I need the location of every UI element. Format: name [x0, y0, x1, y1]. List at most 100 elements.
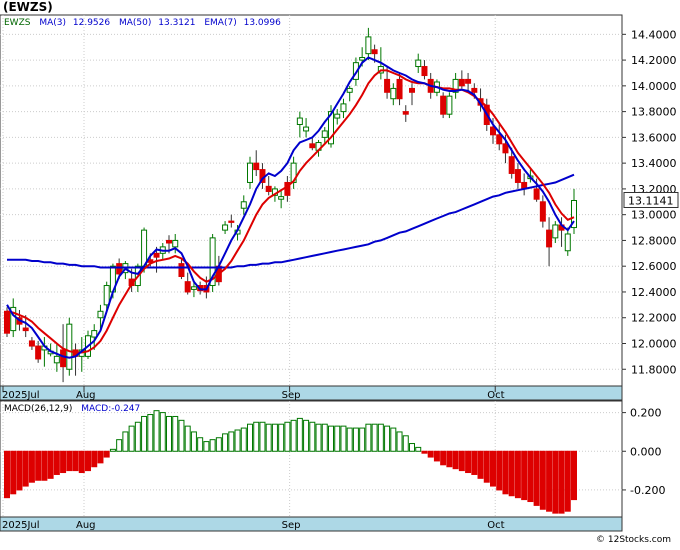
macd-bar [116, 439, 123, 452]
macd-bar [47, 450, 54, 479]
macd-bar [427, 450, 434, 458]
ema7-line [6, 69, 575, 354]
macd-bar [240, 427, 247, 452]
macd-axis-band [0, 516, 623, 532]
macd-bar [421, 450, 428, 454]
macd-bar [558, 450, 565, 514]
candle-body [228, 220, 235, 223]
candle-body [97, 310, 104, 319]
indicator-lines [6, 56, 575, 359]
candle-body [359, 57, 366, 61]
macd-bar [222, 433, 229, 452]
candle-body [352, 62, 359, 80]
candle-body [346, 87, 353, 93]
candle-body [303, 126, 310, 132]
candle-body [321, 130, 328, 138]
macd-bar [4, 450, 10, 499]
candle-body [458, 78, 465, 87]
candle-body [278, 196, 285, 200]
macd-bar [134, 421, 141, 452]
macd-tick-label: -0.200 [630, 484, 665, 497]
macd-legend: MACD(26,12,9) MACD:-0.247 [4, 404, 140, 414]
macd-bar [409, 443, 415, 452]
macd-bar [346, 427, 353, 452]
candle-body [60, 349, 67, 368]
candle-body [340, 103, 347, 113]
macd-bar [290, 419, 297, 452]
candle-body [571, 200, 577, 229]
candle-body [471, 87, 478, 93]
candle-body [141, 229, 148, 267]
macd-bar [521, 450, 528, 501]
price-panel [0, 14, 623, 387]
last-price-badge: 13.1141 [623, 192, 679, 208]
macd-bar [477, 450, 484, 479]
candle-body [365, 36, 372, 55]
price-tick-label: 13.6000 [631, 131, 677, 144]
macd-bar [128, 425, 135, 452]
macd-bar [203, 441, 210, 452]
candle-body [514, 169, 521, 183]
candle-body [35, 345, 42, 360]
macd-bar [209, 439, 216, 452]
macd-bar [440, 450, 447, 466]
macd-bar [141, 415, 148, 452]
macd-bar [153, 410, 160, 452]
macd-bar [122, 431, 129, 452]
macd-bar [359, 427, 366, 452]
macd-bar [284, 421, 291, 452]
macd-bar [527, 450, 534, 503]
macd-bar [172, 415, 179, 452]
candle-body [103, 285, 110, 306]
macd-bar [377, 423, 384, 452]
macd-bar [234, 429, 241, 452]
macd-bar [452, 450, 459, 470]
candle-body [309, 143, 316, 149]
legend-ema7: EMA(7) [204, 18, 236, 28]
macd-bar [303, 419, 310, 452]
candle-body [265, 185, 272, 192]
macd-bar [35, 450, 42, 481]
macd-tick-label: 0.000 [630, 445, 662, 458]
macd-bar [271, 423, 278, 452]
macd-bar [508, 450, 515, 497]
macd-bar [328, 425, 334, 452]
candle-body [539, 201, 546, 222]
price-tick-label: 14.2000 [631, 54, 677, 67]
candle-body [371, 49, 378, 55]
macd-bar [16, 450, 23, 491]
legend-macd-params: MACD(26,12,9) [4, 404, 72, 414]
macd-bar [278, 423, 285, 452]
candle-body [465, 78, 472, 84]
macd-bar [384, 425, 391, 452]
candle-body [440, 95, 447, 115]
macd-bar [178, 419, 185, 452]
candle-body [91, 330, 98, 338]
macd-bar [147, 414, 154, 452]
candle-body [546, 229, 553, 248]
price-tick-label: 11.8000 [631, 363, 677, 376]
macd-bar [315, 423, 322, 452]
candle-body [247, 162, 253, 183]
price-tick-label: 12.0000 [631, 337, 677, 350]
macd-bar [371, 423, 378, 452]
price-tick-label: 12.6000 [631, 260, 677, 273]
candle-body [296, 117, 303, 125]
macd-bar [253, 421, 260, 452]
macd-bar [166, 415, 172, 452]
price-x-label: Aug [76, 390, 96, 401]
candle-body [209, 237, 216, 287]
candle-body [334, 113, 341, 119]
candle-body [190, 286, 197, 290]
macd-bar [514, 450, 521, 499]
last-price-text: 13.1141 [628, 195, 674, 208]
ma3-line [6, 56, 575, 359]
price-tick-label: 12.2000 [631, 312, 677, 325]
macd-bar [72, 450, 79, 472]
macd-bar [228, 431, 235, 452]
macd-bar [465, 450, 472, 474]
candle-body [409, 87, 415, 93]
macd-x-label: Sep [282, 520, 301, 531]
price-tick-label: 14.4000 [631, 28, 677, 41]
